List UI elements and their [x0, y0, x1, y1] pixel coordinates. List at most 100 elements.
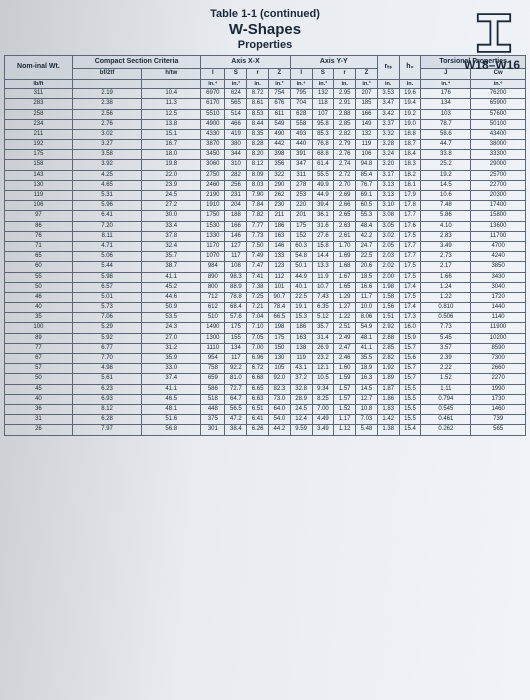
table-cell: 175	[269, 333, 291, 343]
table-cell: 24.3	[142, 323, 201, 333]
table-cell: 143	[5, 170, 73, 180]
table-cell: 12.1	[312, 364, 334, 374]
table-cell: 175	[290, 221, 312, 231]
table-cell: 5.45	[421, 333, 471, 343]
table-cell: 198	[269, 323, 291, 333]
table-cell: 344	[225, 150, 247, 160]
table-cell: 77	[5, 343, 73, 353]
table-cell: 15.7	[399, 374, 421, 384]
table-row: 1434.2522.027502828.0932231155.52.7285.4…	[5, 170, 526, 180]
table-cell: 1.11	[421, 384, 471, 394]
table-cell: 45.2	[142, 282, 201, 292]
table-cell: 19.0	[399, 119, 421, 129]
table-cell: 119	[5, 191, 73, 201]
table-cell: 10200	[471, 333, 526, 343]
table-cell: 3060	[201, 160, 225, 170]
table-cell: 4.25	[72, 170, 141, 180]
table-cell: 18.4	[399, 150, 421, 160]
table-cell: 1.70	[334, 241, 356, 251]
table-cell: 35.7	[312, 323, 334, 333]
table-row: 1304.6523.924602568.0329027849.92.7076.7…	[5, 180, 526, 190]
table-cell: 15.5	[399, 415, 421, 425]
table-cell: 3450	[201, 150, 225, 160]
table-cell: 2.17	[421, 262, 471, 272]
table-cell: 15.8	[312, 241, 334, 251]
table-cell: 76.8	[312, 140, 334, 150]
table-cell: 40.1	[290, 282, 312, 292]
table-cell: 311	[5, 89, 73, 99]
table-cell: 67	[5, 354, 73, 364]
table-cell: 2.88	[377, 333, 399, 343]
table-cell: 18.0	[142, 150, 201, 160]
table-cell: 7.90	[247, 191, 269, 201]
table-row: 357.0653.551057.67.0466.515.35.121.228.0…	[5, 313, 526, 323]
table-cell: 50.9	[142, 303, 201, 313]
table-cell: 27.2	[142, 201, 201, 211]
table-cell: 1490	[201, 323, 225, 333]
table-cell: 3.37	[377, 119, 399, 129]
table-cell: 68.8	[312, 150, 334, 160]
compact-header: Compact Section Criteria	[72, 56, 200, 69]
table-cell: 4.49	[312, 415, 334, 425]
table-cell: 188	[225, 211, 247, 221]
table-cell: 6.23	[72, 384, 141, 394]
table-cell: 8.11	[72, 231, 141, 241]
htw-header: h/tw	[142, 69, 201, 79]
table-cell: 8.12	[72, 404, 141, 414]
table-cell: 57600	[471, 109, 526, 119]
table-cell: 105	[269, 364, 291, 374]
table-cell: 347	[290, 160, 312, 170]
table-cell: 38000	[471, 140, 526, 150]
wt-header: Nom-inal Wt.	[5, 56, 73, 80]
table-cell: 4.98	[72, 364, 141, 374]
table-cell: 1440	[471, 303, 526, 313]
table-cell: 4330	[201, 129, 225, 139]
table-cell: 6.63	[247, 394, 269, 404]
table-cell: 54.8	[290, 252, 312, 262]
table-cell: 11900	[471, 323, 526, 333]
table-cell: 27.0	[142, 333, 201, 343]
table-row: 506.5745.280088.97.3810140.110.71.6516.6…	[5, 282, 526, 292]
table-cell: 211	[269, 211, 291, 221]
table-cell: 12.4	[290, 415, 312, 425]
table-cell: 3.13	[377, 180, 399, 190]
table-cell: 13.3	[312, 262, 334, 272]
table-cell: 10.8	[356, 404, 378, 414]
table-cell: 65	[5, 252, 73, 262]
table-cell: 2.65	[334, 211, 356, 221]
table-cell: 624	[225, 89, 247, 99]
table-cell: 1.67	[334, 272, 356, 282]
table-cell: 37.2	[290, 374, 312, 384]
table-cell: 134	[225, 343, 247, 353]
table-cell: 175	[5, 150, 73, 160]
table-row: 3112.1910.469706248.727547951322.952073.…	[5, 89, 526, 99]
table-cell: 2.82	[334, 129, 356, 139]
table-cell: 2.82	[377, 354, 399, 364]
table-cell: 5.44	[72, 262, 141, 272]
table-row: 1753.5818.034503448.2039839168.82.761063…	[5, 150, 526, 160]
table-cell: 0.461	[421, 415, 471, 425]
table-cell: 8.61	[247, 99, 269, 109]
table-cell: 118	[312, 99, 334, 109]
table-cell: 7.49	[247, 252, 269, 262]
table-cell: 37.8	[142, 231, 201, 241]
table-cell: 166	[225, 221, 247, 231]
table-cell: 234	[5, 119, 73, 129]
table-title-2: W-Shapes	[4, 21, 526, 38]
table-row: 1195.3124.521902317.9026225344.92.6969.1…	[5, 191, 526, 201]
table-cell: 15.7	[399, 364, 421, 374]
table-cell: 107	[312, 109, 334, 119]
table-cell: 11.3	[142, 99, 201, 109]
table-cell: 134	[421, 99, 471, 109]
table-cell: 41.1	[142, 272, 201, 282]
table-cell: 132	[312, 89, 334, 99]
table-cell: 7.50	[247, 241, 269, 251]
section-label: W18–W16	[464, 58, 520, 72]
table-cell: 1.17	[334, 415, 356, 425]
table-cell: 45	[5, 384, 73, 394]
table-cell: 17.4	[399, 282, 421, 292]
table-cell: 7.41	[247, 272, 269, 282]
table-row: 605.4438.79841087.4712350.113.31.6820.62…	[5, 262, 526, 272]
table-cell: 48.1	[356, 333, 378, 343]
table-cell: 1.66	[421, 272, 471, 282]
